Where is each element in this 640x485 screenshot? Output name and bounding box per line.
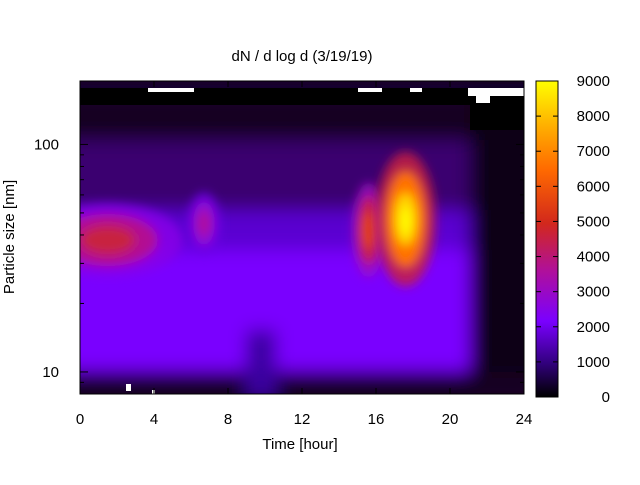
y-tick-label: 10 (42, 364, 59, 381)
chart-title: dN / d log d (3/19/19) (232, 48, 373, 65)
colorbar-tick-label: 0 (602, 389, 610, 406)
missing-data-notch (468, 88, 524, 96)
heatmap-features (80, 151, 436, 287)
y-tick-label: 100 (34, 136, 59, 153)
colorbar-ticks: 0 1000 2000 3000 4000 5000 6000 7000 8000 9000 (536, 73, 610, 406)
colorbar-tick-label: 2000 (577, 319, 610, 336)
colorbar-tick-label: 8000 (577, 108, 610, 125)
x-tick-label: 16 (368, 411, 385, 428)
x-tick-label: 8 (224, 411, 232, 428)
x-tick-label: 12 (294, 411, 311, 428)
x-tick-label: 0 (76, 411, 84, 428)
missing-data-notch (148, 88, 194, 92)
y-axis: 10 100 (34, 136, 524, 395)
colorbar-tick-label: 6000 (577, 178, 610, 195)
heatmap-evening-dark (470, 90, 524, 394)
y-axis-label: Particle size [nm] (1, 180, 18, 294)
x-tick-label: 20 (442, 411, 459, 428)
colorbar-tick-label: 1000 (577, 354, 610, 371)
x-axis: 0 4 8 12 16 20 24 (76, 81, 533, 428)
colorbar-tick-label: 3000 (577, 284, 610, 301)
hotspot-core (197, 211, 210, 236)
colorbar-tick-label: 5000 (577, 213, 610, 230)
colorbar-tick-label: 9000 (577, 73, 610, 90)
hotspot-peak (400, 206, 411, 236)
heatmap-hotspot (80, 203, 183, 277)
heatmap-hotspot (375, 151, 436, 287)
colorbar (535, 80, 559, 398)
heatmap-hour-10-dip (246, 330, 276, 394)
hotspot-core (80, 225, 136, 255)
missing-data-notch (476, 96, 490, 103)
heatmap-no-data-top (80, 88, 524, 105)
heatmap-small-size-dark (80, 372, 524, 394)
heatmap-plot-area (80, 81, 524, 394)
colorbar-tick-label: 4000 (577, 249, 610, 266)
x-tick-label: 24 (516, 411, 533, 428)
x-axis-label: Time [hour] (262, 436, 337, 453)
colorbar-tick-label: 7000 (577, 143, 610, 160)
missing-data-notch (358, 88, 382, 92)
missing-data-notch (126, 384, 131, 391)
heatmap-hotspot (187, 192, 221, 255)
missing-data-notch (410, 88, 422, 92)
hotspot-core (362, 211, 375, 249)
x-tick-label: 4 (150, 411, 158, 428)
